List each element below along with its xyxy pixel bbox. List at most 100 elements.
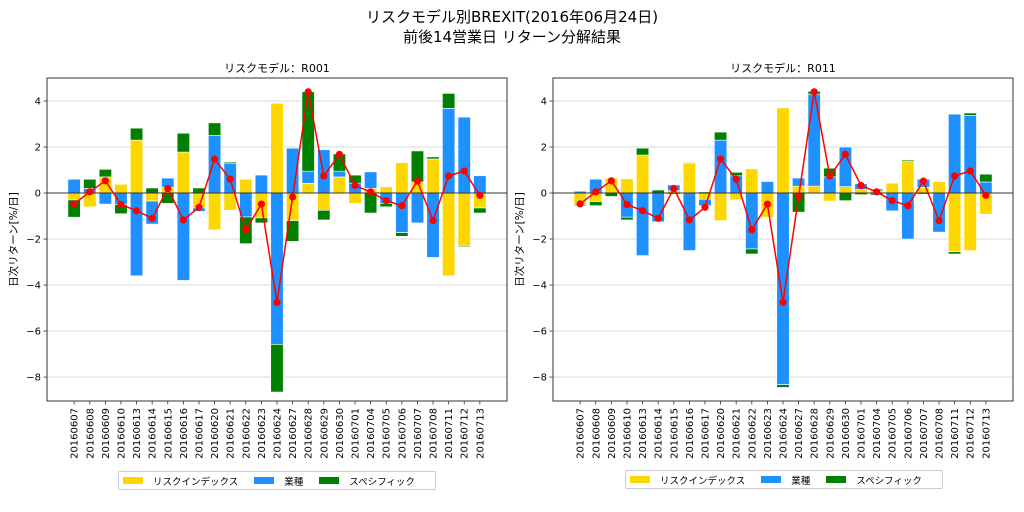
- bar-risk-index: [379, 186, 393, 194]
- legend-item-risk-index: リスクインデックス: [630, 473, 745, 487]
- total-return-marker: [935, 217, 943, 225]
- total-return-marker: [429, 217, 437, 225]
- bar-specific: [963, 112, 977, 116]
- bar-risk-index: [114, 183, 128, 194]
- total-return-marker: [826, 172, 834, 180]
- x-tick-label: 20160628: [304, 408, 315, 459]
- x-tick-label: 20160610: [116, 408, 127, 459]
- x-tick-label: 20160629: [319, 408, 330, 459]
- x-tick-label: 20160622: [241, 408, 252, 459]
- bar-risk-index: [838, 186, 852, 194]
- x-tick-label: 20160617: [194, 408, 205, 459]
- total-return-marker: [607, 177, 615, 185]
- bar-risk-index: [130, 139, 144, 194]
- legend-swatch: [123, 477, 143, 484]
- bar-specific: [979, 173, 993, 183]
- bar-risk-index: [301, 183, 315, 194]
- bar-specific: [948, 251, 962, 255]
- total-return-marker: [951, 172, 959, 180]
- x-tick-label: 20160621: [226, 408, 237, 459]
- bar-risk-index: [67, 192, 81, 201]
- bar-sector: [364, 171, 378, 189]
- x-tick-label: 20160621: [732, 408, 743, 459]
- bar-sector: [332, 170, 346, 178]
- bar-specific: [286, 220, 300, 242]
- bar-risk-index: [823, 192, 837, 202]
- total-return-marker: [164, 184, 172, 193]
- y-tick-label: 0: [541, 189, 547, 200]
- x-tick-label: 20160712: [966, 408, 977, 459]
- total-return-marker: [382, 197, 390, 205]
- total-return-marker: [763, 200, 771, 208]
- bar-specific: [457, 245, 471, 247]
- bar-sector: [807, 93, 821, 187]
- total-return-marker: [476, 191, 484, 199]
- y-tick-label: −6: [532, 327, 547, 338]
- bar-sector: [636, 192, 650, 256]
- total-return-marker: [716, 155, 725, 163]
- bar-specific: [714, 131, 728, 141]
- total-return-marker: [304, 88, 312, 96]
- total-return-marker: [919, 177, 928, 185]
- x-tick-label: 20160620: [210, 408, 221, 459]
- y-axis-label: 日次リターン[%/日]: [513, 192, 526, 287]
- x-tick-label: 20160629: [825, 408, 836, 459]
- legend-label: 業種: [284, 476, 304, 488]
- subplot-2: 4 2 0 −2 −4 −6 −8 20160607 20160608 20160609 20160…: [513, 61, 1014, 459]
- y-tick-label: −4: [26, 281, 41, 292]
- x-tick-label: 20160708: [429, 408, 440, 459]
- bar-specific: [223, 161, 237, 164]
- total-return-marker: [70, 200, 78, 208]
- legend-label: スペシフィック: [856, 475, 922, 487]
- x-tick-label: 20160706: [397, 408, 408, 459]
- total-return-marker: [320, 172, 328, 180]
- y-tick-label: −6: [26, 327, 41, 338]
- total-return-marker: [576, 200, 584, 208]
- total-return-marker: [857, 181, 865, 190]
- bar-risk-index: [776, 107, 790, 194]
- bar-sector: [745, 192, 759, 250]
- x-tick-label: 20160607: [70, 408, 81, 459]
- bar-sector: [948, 113, 962, 194]
- total-return-marker: [685, 216, 693, 224]
- x-tick-label: 20160704: [366, 408, 377, 459]
- y-tick-label: −8: [26, 373, 41, 384]
- total-return-marker: [101, 177, 109, 185]
- bar-specific: [426, 156, 440, 160]
- total-return-marker: [873, 188, 881, 196]
- x-tick-label: 20160613: [132, 408, 143, 459]
- bar-sector: [67, 178, 81, 194]
- bar-specific: [254, 217, 268, 224]
- bar-specific: [473, 207, 487, 214]
- total-return-marker: [810, 88, 818, 96]
- bar-risk-index: [948, 192, 962, 252]
- total-return-marker: [623, 200, 631, 209]
- bar-risk-index: [442, 192, 456, 277]
- bar-sector: [792, 177, 806, 187]
- x-tick-label: 20160630: [841, 408, 852, 459]
- x-tick-label: 20160623: [763, 408, 774, 459]
- total-return-marker: [242, 226, 250, 234]
- bar-specific: [620, 216, 634, 221]
- total-return-marker: [732, 175, 740, 183]
- legend-label: 業種: [791, 475, 811, 487]
- bar-risk-index: [348, 192, 362, 204]
- bar-specific: [83, 178, 97, 189]
- total-return-marker: [289, 193, 297, 201]
- total-return-marker: [779, 298, 787, 306]
- figure-title-line2: 前後14営業日 リターン分解結果: [402, 28, 622, 46]
- total-return-marker: [841, 150, 850, 158]
- x-tick-label: 20160707: [919, 408, 930, 459]
- bar-sector: [714, 139, 728, 194]
- bar-sector: [457, 116, 471, 194]
- y-tick-label: 4: [35, 97, 41, 108]
- bar-specific: [130, 127, 144, 141]
- total-return-marker: [257, 200, 265, 208]
- y-axis-label: 日次リターン[%/日]: [7, 192, 20, 287]
- total-return-marker: [904, 202, 912, 210]
- total-return-marker: [701, 203, 709, 211]
- y-tick-label: −2: [532, 235, 547, 246]
- x-tick-label: 20160607: [576, 408, 587, 459]
- x-tick-label: 20160614: [654, 408, 665, 459]
- subplot-title: リスクモデル：R001: [224, 61, 330, 75]
